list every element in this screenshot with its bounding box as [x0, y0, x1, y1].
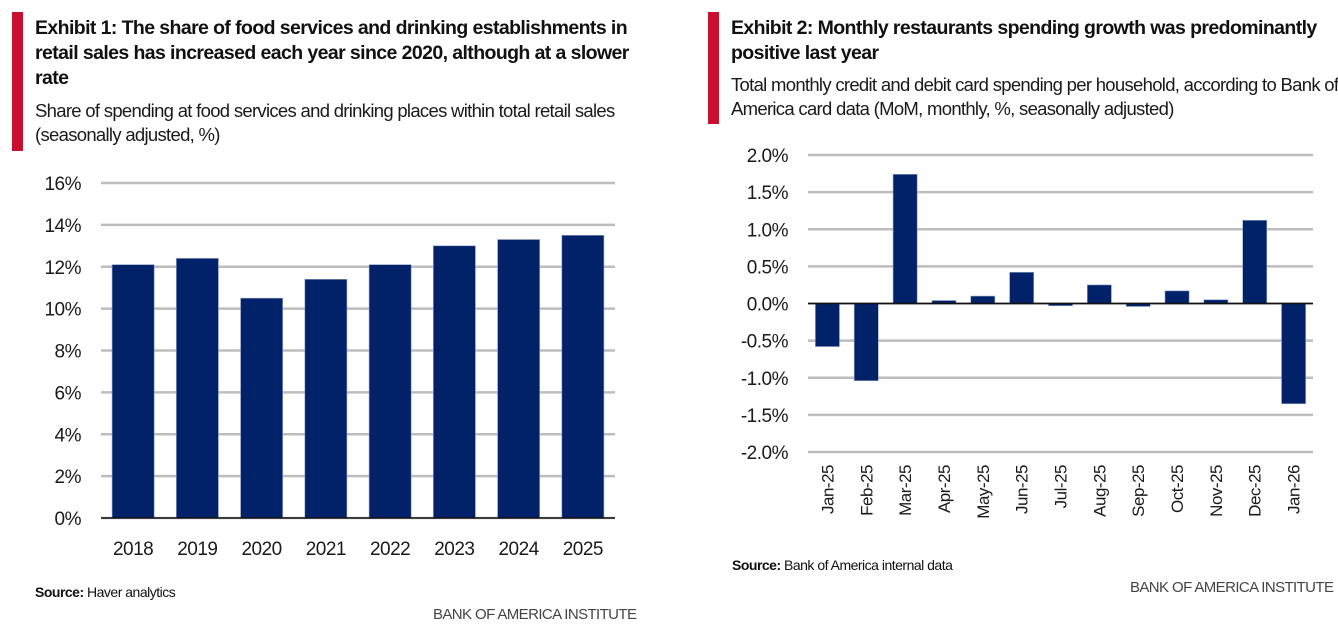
source-text: Haver analytics: [83, 584, 176, 600]
y-tick-label: 0.5%: [747, 257, 789, 278]
exhibit-2-source: Source: Bank of America internal data: [732, 557, 953, 573]
y-tick-label: 2%: [55, 467, 82, 488]
bar: [240, 297, 283, 519]
bar: [853, 303, 879, 382]
x-tick-label: Mar-25: [896, 465, 915, 516]
y-tick-label: 12%: [44, 258, 81, 279]
exhibit-1-panel: Exhibit 1: The share of food services an…: [0, 0, 660, 632]
exhibit-2-panel: Exhibit 2: Monthly restaurants spending …: [696, 0, 1338, 632]
x-tick-label: Nov-25: [1207, 465, 1226, 517]
exhibit-1-title: Exhibit 1: The share of food services an…: [35, 17, 629, 89]
bar: [111, 264, 155, 519]
y-tick-label: -0.5%: [741, 332, 789, 353]
brand-footer: BANK OF AMERICA INSTITUTE: [1130, 579, 1334, 596]
y-tick-label: 0%: [55, 509, 82, 530]
y-tick-label: 1.0%: [747, 220, 789, 241]
bar: [368, 264, 412, 519]
exhibit-1-source: Source: Haver analytics: [35, 584, 176, 600]
bar: [1087, 284, 1112, 304]
y-tick-label: 2.0%: [747, 146, 789, 167]
y-tick-label: 8%: [55, 342, 82, 363]
y-tick-label: 1.5%: [747, 183, 789, 204]
y-tick-label: 6%: [55, 383, 82, 404]
source-text: Bank of America internal data: [780, 557, 953, 573]
exhibit-1-chart: 0% 2% 4% 6% 8% 10% 12% 14% 16% 2018 2019 2020 2021 20…: [44, 174, 615, 560]
bar: [561, 235, 605, 519]
x-tick-label: May-25: [974, 465, 993, 519]
x-tick-label: 2021: [306, 539, 346, 560]
y-tick-label: 16%: [44, 174, 81, 195]
exhibit-1-subtitle: Share of spending at food services and d…: [35, 100, 615, 145]
x-tick-label: Oct-25: [1168, 465, 1187, 513]
source-label: Source:: [35, 584, 84, 600]
bar: [1164, 290, 1190, 304]
x-tick-label: 2019: [177, 539, 217, 560]
x-tick-label: Jul-25: [1052, 465, 1071, 508]
y-tick-label: -1.5%: [741, 406, 789, 427]
y-tick-label: 14%: [44, 216, 81, 237]
x-tick-label: 2020: [241, 539, 281, 560]
y-tick-label: -1.0%: [741, 369, 789, 390]
y-tick-label: 4%: [55, 425, 82, 446]
bar: [497, 239, 540, 519]
brand-footer: BANK OF AMERICA INSTITUTE: [433, 606, 637, 623]
y-tick-label: 0.0%: [747, 295, 789, 316]
x-tick-label: 2023: [434, 539, 474, 560]
x-tick-label: Jun-25: [1013, 465, 1032, 514]
x-tick-label: Aug-25: [1090, 465, 1109, 517]
x-tick-label: 2024: [498, 539, 539, 560]
exhibit-2-chart: -2.0% -1.5% -1.0% -0.5% 0.0% 0.5% 1.0% 1.5% 2.0%…: [741, 146, 1313, 519]
bar: [815, 303, 840, 347]
bar: [892, 174, 918, 304]
bar: [176, 258, 219, 519]
x-tick-label: Dec-25: [1246, 465, 1265, 517]
bar: [1242, 220, 1268, 304]
accent-bar: [708, 12, 719, 124]
source-label: Source:: [732, 557, 781, 573]
x-tick-label: 2022: [370, 539, 410, 560]
x-tick-label: 2025: [563, 539, 603, 560]
bar: [1009, 272, 1034, 304]
x-tick-label: Jan-26: [1285, 465, 1304, 514]
y-tick-label: -2.0%: [741, 443, 789, 464]
x-tick-label: Sep-25: [1129, 465, 1148, 517]
y-tick-label: 10%: [44, 300, 81, 321]
x-tick-label: Feb-25: [857, 465, 876, 516]
bar: [304, 279, 348, 519]
x-tick-label: Jan-25: [818, 465, 837, 514]
bar: [970, 295, 996, 304]
exhibit-2-subtitle: Total monthly credit and debit card spen…: [731, 74, 1338, 119]
x-tick-label: 2018: [113, 539, 153, 560]
x-tick-label: Apr-25: [935, 465, 954, 513]
exhibit-2-title: Exhibit 2: Monthly restaurants spending …: [731, 17, 1317, 64]
bar: [433, 245, 476, 519]
bar: [1281, 303, 1306, 405]
accent-bar: [12, 12, 23, 151]
